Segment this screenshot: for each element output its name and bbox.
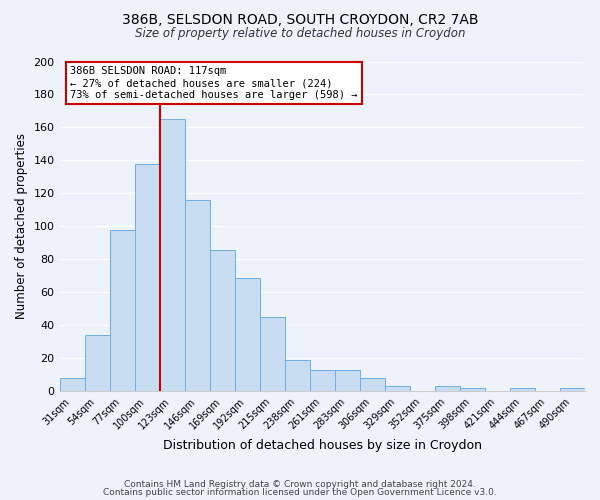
Bar [235,278,260,392]
Text: 386B, SELSDON ROAD, SOUTH CROYDON, CR2 7AB: 386B, SELSDON ROAD, SOUTH CROYDON, CR2 7… [122,12,478,26]
Bar [360,378,385,392]
Y-axis label: Number of detached properties: Number of detached properties [15,134,28,320]
X-axis label: Distribution of detached houses by size in Croydon: Distribution of detached houses by size … [163,440,482,452]
Text: Contains HM Land Registry data © Crown copyright and database right 2024.: Contains HM Land Registry data © Crown c… [124,480,476,489]
Bar [134,164,160,392]
Bar [560,388,585,392]
Bar [260,317,285,392]
Text: Size of property relative to detached houses in Croydon: Size of property relative to detached ho… [135,28,465,40]
Bar [510,388,535,392]
Bar [460,388,485,392]
Bar [285,360,310,392]
Bar [385,386,410,392]
Bar [185,200,209,392]
Bar [435,386,460,392]
Bar [59,378,85,392]
Bar [160,119,185,392]
Text: Contains public sector information licensed under the Open Government Licence v3: Contains public sector information licen… [103,488,497,497]
Bar [85,336,110,392]
Bar [310,370,335,392]
Bar [209,250,235,392]
Text: 386B SELSDON ROAD: 117sqm
← 27% of detached houses are smaller (224)
73% of semi: 386B SELSDON ROAD: 117sqm ← 27% of detac… [70,66,358,100]
Bar [110,230,134,392]
Bar [335,370,360,392]
